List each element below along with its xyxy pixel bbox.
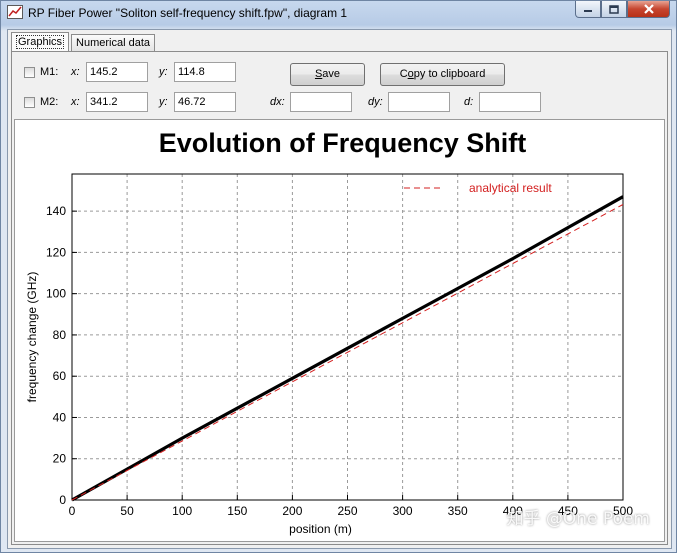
x-tick-label: 50	[120, 504, 134, 518]
m1-y-field[interactable]	[174, 62, 236, 82]
copy-button-label: py to clipboard	[413, 68, 486, 80]
tab-numerical-data-label: Numerical data	[76, 37, 151, 49]
d-label: d:	[464, 96, 474, 108]
watermark: 知乎 @One Poem	[506, 509, 651, 529]
x-axis-label: position (m)	[289, 522, 352, 536]
save-button-label: ave	[322, 68, 341, 80]
y-tick-label: 120	[46, 245, 66, 259]
m1-x-field[interactable]	[86, 62, 148, 82]
x-tick-label: 0	[69, 504, 76, 518]
m2-x-field[interactable]	[86, 92, 148, 112]
minimize-icon	[584, 10, 592, 12]
dy-field[interactable]	[388, 92, 450, 112]
tab-numerical-data[interactable]: Numerical data	[71, 34, 156, 52]
copy-button-prefix: C	[399, 68, 408, 80]
save-button-accel: S	[314, 68, 323, 80]
x-tick-label: 150	[227, 504, 247, 518]
y-tick-label: 20	[53, 452, 67, 466]
x-tick-label: 350	[448, 504, 468, 518]
m2-y-label: y:	[159, 96, 168, 108]
title-bar[interactable]: RP Fiber Power "Soliton self-frequency s…	[1, 1, 676, 25]
y-tick-label: 140	[46, 204, 66, 218]
dx-label: dx:	[270, 96, 285, 108]
m1-label: M1:	[40, 66, 59, 78]
chart-title: Evolution of Frequency Shift	[159, 128, 527, 158]
m1-checkbox[interactable]	[24, 67, 35, 78]
y-tick-label: 80	[53, 328, 67, 342]
x-tick-label: 300	[393, 504, 413, 518]
m2-label: M2:	[40, 96, 59, 108]
save-button[interactable]: Save	[290, 63, 365, 86]
m1-y-label: y:	[159, 66, 168, 78]
x-tick-label: 400	[503, 504, 523, 518]
y-axis-label: frequency change (GHz)	[25, 272, 39, 403]
minimize-button[interactable]	[575, 1, 601, 18]
app-icon	[7, 5, 23, 19]
x-tick-label: 450	[558, 504, 578, 518]
graphics-panel: M1: x: y: Save Copy to clipboard M2: x: …	[11, 51, 668, 545]
m2-checkbox[interactable]	[24, 97, 35, 108]
y-tick-label: 60	[53, 369, 67, 383]
d-field[interactable]	[479, 92, 541, 112]
m2-y-field[interactable]	[174, 92, 236, 112]
y-tick-label: 40	[53, 410, 67, 424]
simulation-line	[71, 195, 624, 502]
tab-graphics[interactable]: Graphics	[11, 32, 70, 52]
tab-strip: Graphics Numerical data	[11, 32, 157, 52]
client-area: Graphics Numerical data M1: x: y: Save C…	[7, 29, 672, 549]
m2-x-label: x:	[71, 96, 80, 108]
copy-to-clipboard-button[interactable]: Copy to clipboard	[380, 63, 505, 86]
close-icon	[643, 4, 654, 14]
x-tick-label: 500	[613, 504, 633, 518]
x-tick-label: 200	[282, 504, 302, 518]
tab-graphics-label: Graphics	[16, 35, 65, 49]
dx-field[interactable]	[290, 92, 352, 112]
dy-label: dy:	[368, 96, 383, 108]
copy-button-accel: o	[407, 68, 414, 80]
x-tick-label: 250	[337, 504, 357, 518]
y-tick-label: 100	[46, 287, 66, 301]
m1-x-label: x:	[71, 66, 80, 78]
analytical-result-line	[71, 204, 624, 501]
maximize-icon	[609, 4, 619, 14]
x-tick-label: 100	[172, 504, 192, 518]
legend-label: analytical result	[469, 181, 552, 195]
maximize-button[interactable]	[601, 1, 627, 18]
y-tick-label: 0	[59, 493, 66, 507]
close-button[interactable]	[627, 1, 670, 18]
chart-area[interactable]: Evolution of Frequency Shift 0 50 100 150 200…	[14, 119, 665, 542]
window-title: RP Fiber Power "Soliton self-frequency s…	[28, 6, 348, 20]
